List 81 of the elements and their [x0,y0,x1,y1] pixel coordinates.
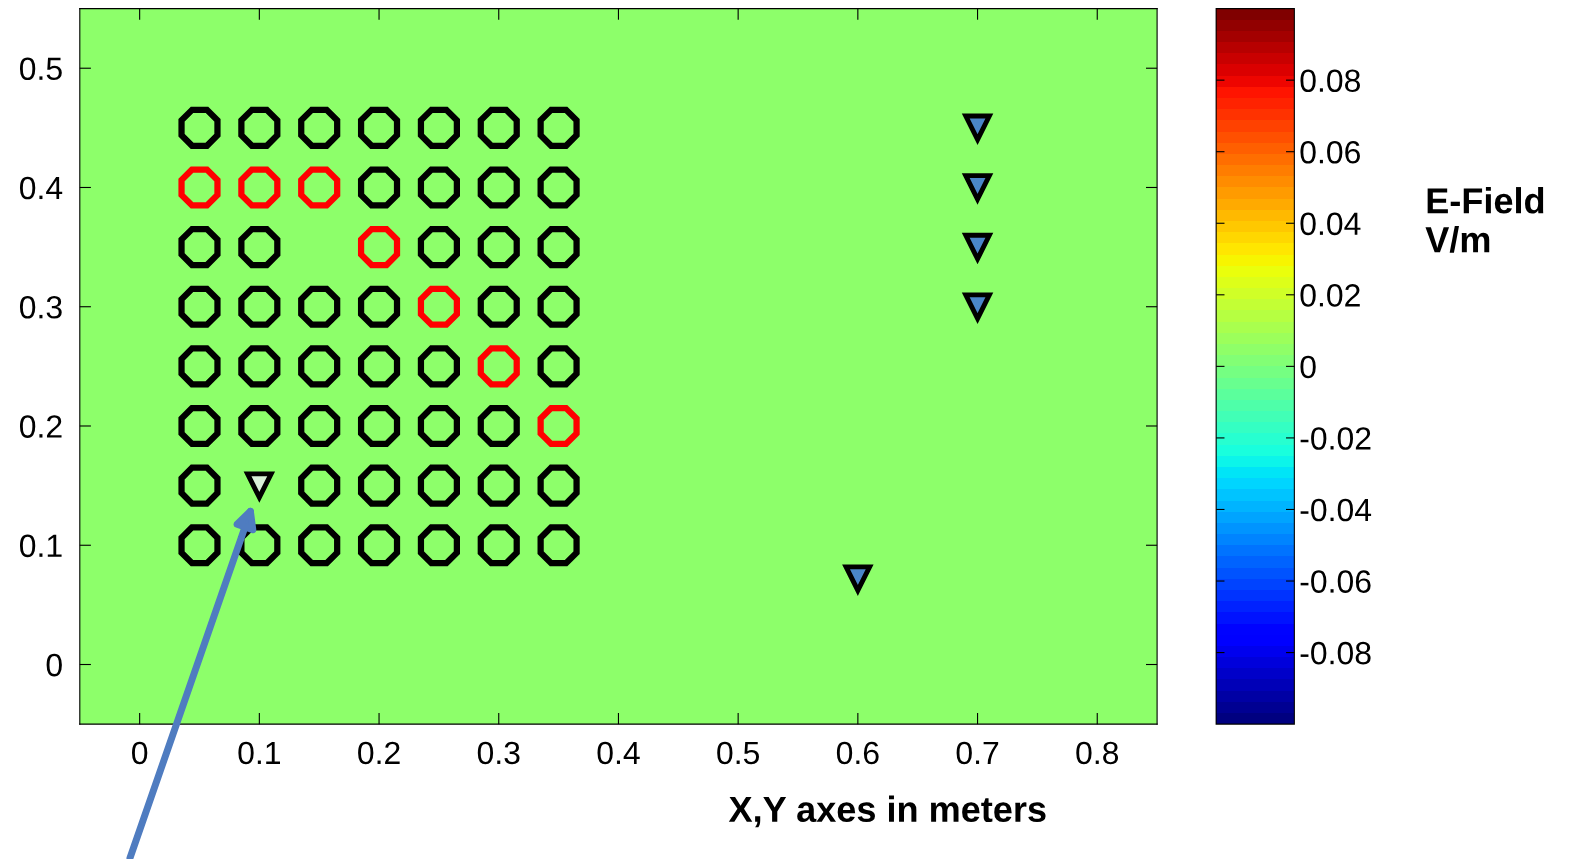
point [417,166,460,209]
point [477,106,520,149]
point [298,345,341,388]
color-bar-title: E-Field V/m [1425,187,1544,253]
color-bar-label: 0.06 [1300,140,1360,164]
point [298,464,341,507]
point [357,345,401,388]
x-tick-label: 0.7 [956,741,999,765]
color-bar-label: -0.08 [1300,641,1371,665]
x-tick-label: 0.1 [238,741,280,765]
point [417,464,460,507]
point [238,285,281,328]
x-tick-label: 0.6 [836,741,879,765]
color-bar-label: -0.02 [1300,427,1371,450]
point [537,524,580,567]
point [178,226,221,269]
point [537,345,580,388]
point [357,464,401,507]
point [298,106,341,149]
point [357,226,401,269]
point [357,285,401,328]
point [298,166,341,209]
point [537,464,580,507]
point [961,113,994,145]
point [298,404,341,448]
y-tick-label: 0.5 [19,57,62,81]
color-bar-label: -0.04 [1300,498,1372,522]
point [417,106,460,149]
x-tick-label: 0.8 [1076,741,1119,765]
point [961,232,994,264]
point [477,464,520,507]
color-bar-label: 0.02 [1300,284,1360,307]
point [238,345,281,388]
point [537,404,580,448]
x-tick-label: 0.2 [358,741,400,765]
point [178,524,221,567]
y-tick-label: 0.2 [19,415,62,438]
point [417,345,460,388]
point [477,226,520,269]
point [178,345,221,388]
x-tick-label: 0.4 [597,741,640,765]
point [357,106,401,149]
point [238,166,281,209]
point [357,524,401,567]
point [238,106,281,149]
point [537,226,580,269]
point [178,285,221,328]
point [537,285,580,328]
point [477,285,520,328]
y-tick-label: 0 [46,653,62,677]
color-bar-label: 0 [1300,355,1316,379]
color-bar-label: -0.06 [1300,570,1371,593]
point [238,404,281,448]
y-tick-label: 0.3 [19,296,62,319]
point [178,404,221,448]
color-bar-label: 0.04 [1300,212,1361,236]
point [357,404,401,448]
x-tick-label: 0.3 [477,741,520,765]
point [417,404,460,448]
x-tick-label: 0.5 [717,741,760,765]
x-tick-label: 0 [132,741,148,765]
y-tick-label: 0.1 [19,534,62,558]
point [417,285,460,328]
point [298,524,341,567]
point [178,464,221,507]
point [238,226,281,269]
point [477,524,520,567]
point [477,166,520,209]
point [357,166,401,209]
y-tick-label: 0.4 [19,176,63,200]
x-axis-title: X,Y axes in meters [728,795,1046,828]
point [417,524,460,567]
point [178,106,221,149]
point [298,285,341,328]
point [178,166,221,209]
point [477,345,520,388]
color-bar-label: 0.08 [1300,69,1360,93]
point [477,404,520,448]
point [417,226,460,269]
point [537,166,580,209]
point [537,106,580,149]
